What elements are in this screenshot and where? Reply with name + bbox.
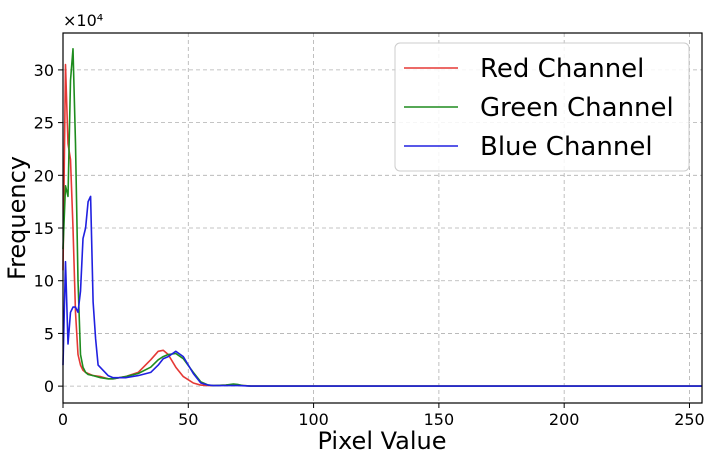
series-line-blue-channel bbox=[62, 195, 702, 387]
x-axis-ticks: 0 50 100 150 200 250 bbox=[58, 403, 705, 429]
legend-entry: Green Channel bbox=[480, 93, 674, 123]
y-axis-ticks: 0 5 10 15 20 25 30 bbox=[34, 61, 63, 396]
x-tick-label: 0 bbox=[58, 410, 68, 429]
y-tick-label: 5 bbox=[44, 324, 54, 343]
x-tick-label: 150 bbox=[424, 410, 455, 429]
y-axis-multiplier: ×10⁴ bbox=[63, 11, 103, 30]
legend-entry: Red Channel bbox=[480, 54, 644, 84]
y-tick-label: 25 bbox=[34, 114, 54, 133]
y-tick-label: 15 bbox=[34, 219, 54, 238]
plot-frame bbox=[62, 32, 703, 404]
x-tick-label: 100 bbox=[298, 410, 329, 429]
x-tick-label: 250 bbox=[674, 410, 705, 429]
x-tick-label: 50 bbox=[178, 410, 198, 429]
y-axis-label: Frequency bbox=[3, 156, 31, 280]
x-tick-label: 200 bbox=[549, 410, 580, 429]
series-layer bbox=[62, 47, 702, 387]
y-tick-label: 20 bbox=[34, 166, 54, 185]
series-line-green-channel bbox=[62, 47, 702, 387]
legend: Red Channel Green Channel Blue Channel bbox=[394, 42, 690, 172]
y-tick-label: 0 bbox=[44, 377, 54, 396]
legend-entry: Blue Channel bbox=[480, 132, 653, 162]
legend-box bbox=[394, 42, 690, 172]
y-tick-label: 30 bbox=[34, 61, 54, 80]
y-tick-label: 10 bbox=[34, 272, 54, 291]
x-axis-label: Pixel Value bbox=[317, 427, 446, 455]
